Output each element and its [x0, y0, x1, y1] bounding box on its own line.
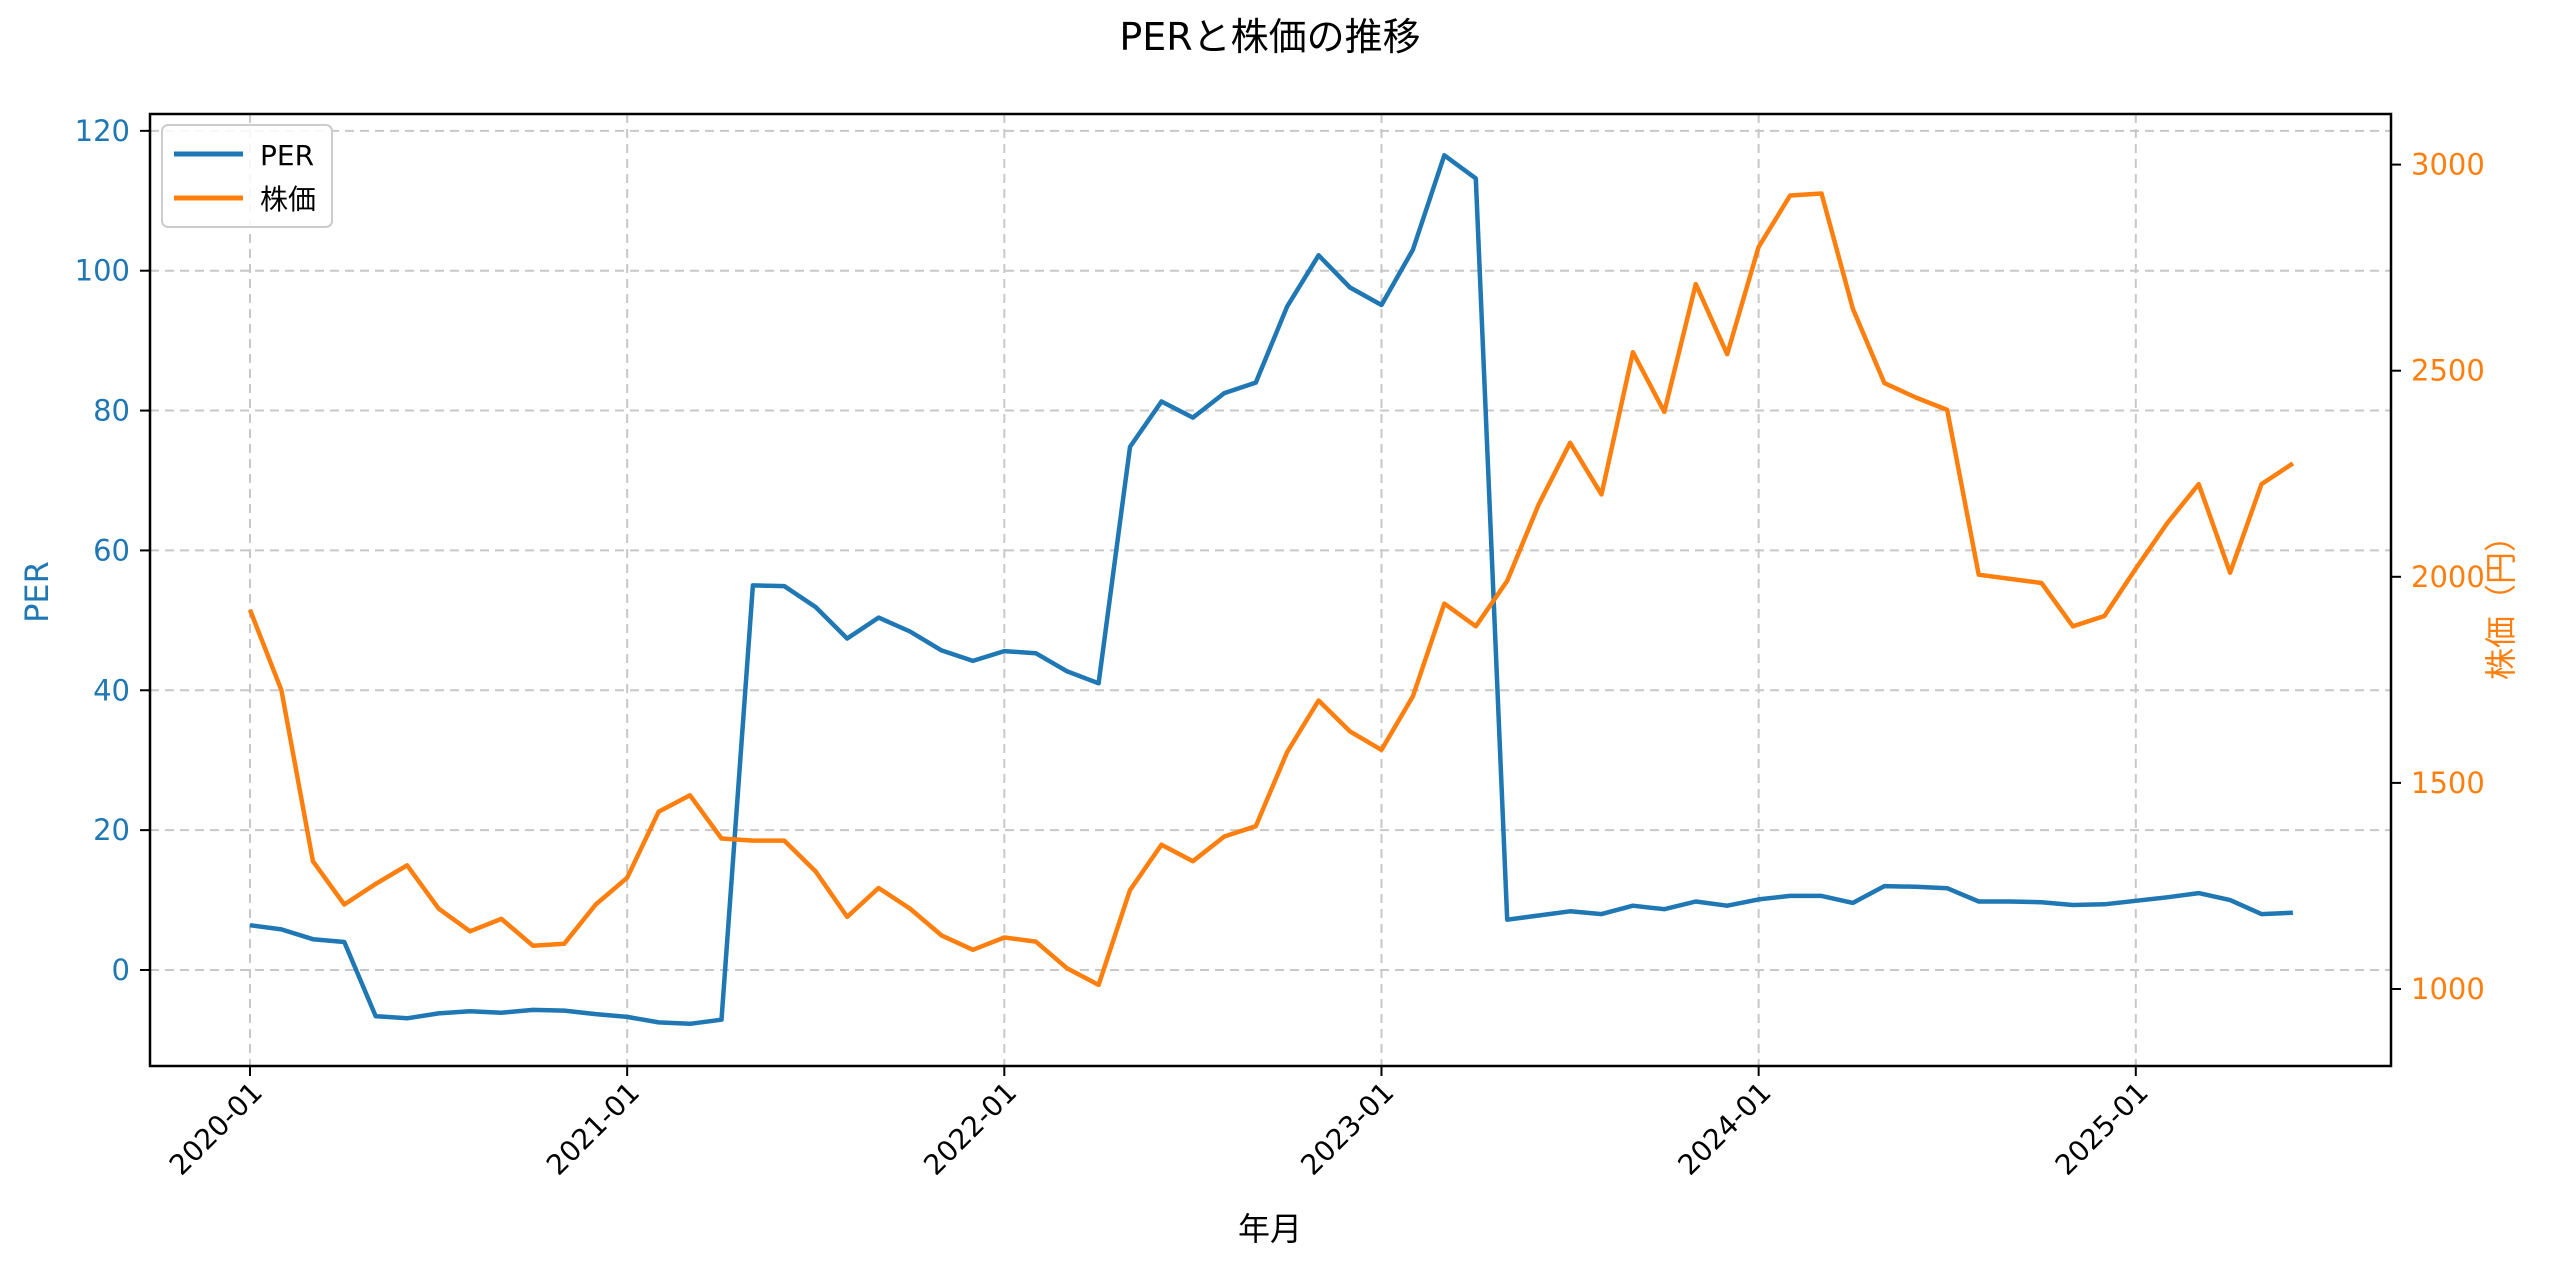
legend-per-label: PER [260, 139, 314, 172]
legend-price-label: 株価 [260, 183, 316, 216]
x-axis-ticks: 2020-01 2021-01 2022-01 2023-01 2024-01 2025-… [163, 1066, 2155, 1182]
left-tick-label: 60 [93, 533, 130, 567]
x-tick-label: 2022-01 [917, 1076, 1023, 1182]
left-tick-label: 20 [93, 813, 130, 847]
right-tick-label: 3000 [2411, 148, 2485, 182]
x-tick-label: 2024-01 [1672, 1076, 1778, 1182]
grid-lines [150, 114, 2391, 1066]
chart-title: PERと株価の推移 [1119, 15, 1420, 59]
left-tick-label: 100 [75, 254, 130, 288]
x-tick-label: 2023-01 [1294, 1076, 1400, 1182]
right-tick-label: 1000 [2411, 972, 2485, 1006]
data-lines [247, 153, 2295, 1027]
x-axis-label: 年月 [1238, 1210, 1302, 1248]
x-tick-label: 2025-01 [2049, 1076, 2155, 1182]
left-tick-label: 80 [93, 394, 130, 428]
left-tick-label: 40 [93, 673, 130, 707]
per-line [249, 153, 2294, 1027]
x-tick-label: 2020-01 [163, 1076, 269, 1182]
right-tick-label: 2500 [2411, 354, 2485, 388]
right-tick-label: 1500 [2411, 766, 2485, 800]
plot-frame [148, 112, 2393, 1068]
right-y-axis-ticks: 1000 1500 2000 2500 3000 [2391, 148, 2485, 1006]
left-tick-label: 0 [112, 953, 130, 987]
right-tick-label: 2000 [2411, 560, 2485, 594]
left-y-axis-label: PER [18, 561, 56, 623]
legend: PER 株価 [161, 124, 333, 228]
left-y-axis-ticks: 0 20 40 60 80 100 120 [75, 114, 150, 987]
left-tick-label: 120 [75, 114, 130, 148]
right-y-axis-label: 株価（円） [2482, 520, 2520, 680]
x-tick-label: 2021-01 [540, 1076, 646, 1182]
price-line [247, 191, 2295, 988]
